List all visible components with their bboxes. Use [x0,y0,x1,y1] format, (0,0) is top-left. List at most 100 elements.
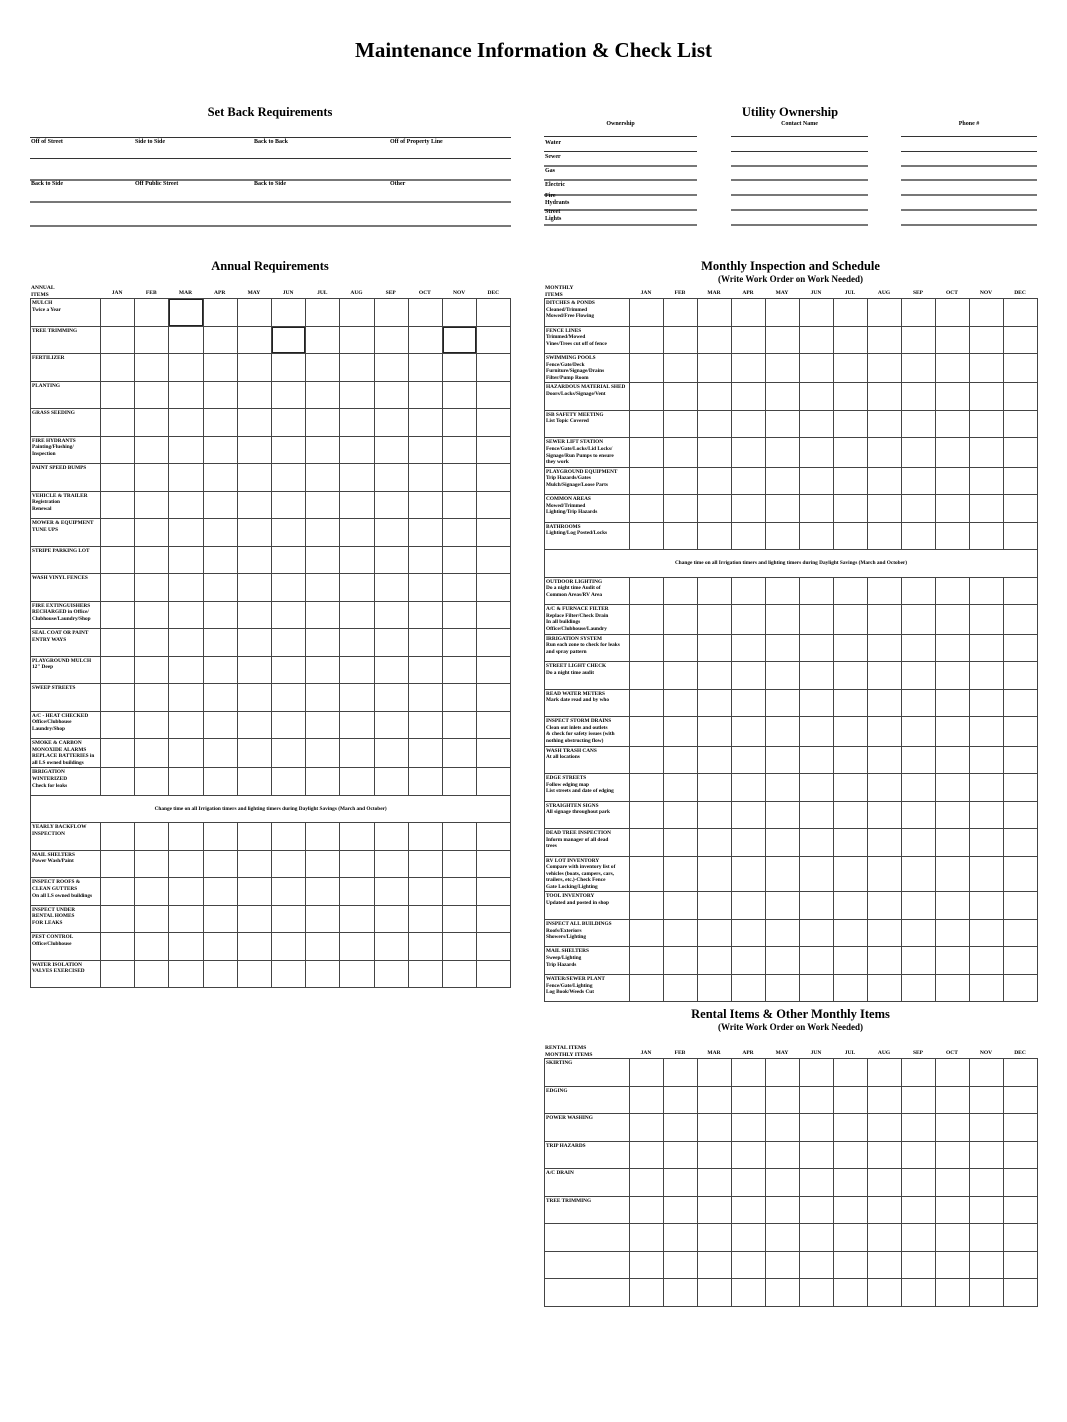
check-cell-nov[interactable] [441,737,478,769]
check-cell-jun[interactable] [799,828,834,857]
check-cell-jul[interactable] [833,716,868,747]
check-cell-apr[interactable] [202,380,238,409]
check-cell-jul[interactable] [833,325,868,354]
check-cell-mar[interactable] [697,1250,732,1279]
check-cell-dec[interactable] [476,463,512,492]
check-cell-may[interactable] [765,973,800,1003]
check-cell-nov[interactable] [441,959,478,989]
utility-field-line[interactable] [544,179,697,181]
check-cell-nov[interactable] [969,661,1004,690]
check-cell-oct[interactable] [407,737,443,769]
check-cell-dec[interactable] [476,600,512,629]
check-cell-apr[interactable] [731,604,766,635]
check-cell-mar[interactable] [168,904,204,934]
check-cell-jan[interactable] [629,828,664,857]
check-cell-mar[interactable] [697,1195,732,1224]
check-cell-sep[interactable] [373,435,409,464]
check-cell-nov[interactable] [969,946,1004,975]
check-cell-feb[interactable] [134,822,170,851]
check-cell-aug[interactable] [867,828,902,857]
check-cell-apr[interactable] [202,490,238,519]
check-cell-aug[interactable] [339,325,375,354]
check-cell-dec[interactable] [1003,409,1038,439]
check-cell-apr[interactable] [731,973,766,1003]
check-cell-jan[interactable] [629,409,664,439]
check-cell-may[interactable] [765,688,800,718]
check-cell-mar[interactable] [697,918,732,948]
check-cell-feb[interactable] [663,1140,698,1169]
check-cell-feb[interactable] [134,490,170,519]
check-cell-dec[interactable] [1003,352,1038,384]
check-cell-aug[interactable] [339,767,375,796]
check-cell-jan[interactable] [99,959,136,989]
check-cell-nov[interactable] [969,494,1004,523]
check-cell-dec[interactable] [1003,1085,1038,1114]
setback-field-line[interactable] [30,201,511,203]
check-cell-nov[interactable] [441,408,478,437]
check-cell-dec[interactable] [1003,1195,1038,1224]
check-cell-jul[interactable] [833,1085,868,1114]
check-cell-feb[interactable] [134,737,170,769]
check-cell-oct[interactable] [935,604,970,635]
check-cell-feb[interactable] [134,683,170,712]
check-cell-oct[interactable] [935,855,970,893]
check-cell-nov[interactable] [441,683,478,712]
check-cell-feb[interactable] [134,545,170,574]
check-cell-jun[interactable] [799,855,834,893]
check-cell-may[interactable] [236,380,272,409]
check-cell-apr[interactable] [202,573,238,602]
check-cell-feb[interactable] [134,849,170,879]
check-cell-nov[interactable] [969,773,1004,802]
check-cell-jul[interactable] [833,494,868,523]
check-cell-apr[interactable] [202,435,238,464]
check-cell-feb[interactable] [663,946,698,975]
check-cell-feb[interactable] [663,973,698,1003]
check-cell-may[interactable] [765,521,800,551]
check-cell-sep[interactable] [373,767,409,796]
check-cell-dec[interactable] [476,822,512,851]
check-cell-may[interactable] [765,1168,800,1197]
check-cell-mar[interactable] [168,655,204,684]
check-cell-oct[interactable] [407,932,443,961]
check-cell-nov[interactable] [969,745,1004,774]
check-cell-feb[interactable] [663,633,698,663]
check-cell-jun[interactable] [270,600,307,629]
check-cell-mar[interactable] [168,408,204,437]
check-cell-feb[interactable] [663,1085,698,1114]
check-cell-mar[interactable] [697,828,732,857]
check-cell-mar[interactable] [168,435,204,464]
check-cell-oct[interactable] [407,600,443,629]
check-cell-may[interactable] [236,849,272,879]
check-cell-aug[interactable] [867,466,902,496]
check-cell-jun[interactable] [799,494,834,523]
check-cell-jun[interactable] [799,325,834,354]
check-cell-apr[interactable] [202,904,238,934]
check-cell-apr[interactable] [202,877,238,906]
utility-field-line[interactable] [731,179,868,181]
check-cell-jan[interactable] [99,463,136,492]
check-cell-sep[interactable] [901,1278,936,1307]
check-cell-aug[interactable] [339,573,375,602]
check-cell-may[interactable] [236,408,272,437]
check-cell-sep[interactable] [901,521,936,551]
check-cell-oct[interactable] [407,904,443,934]
check-cell-may[interactable] [765,1085,800,1114]
check-cell-jul[interactable] [305,959,341,989]
check-cell-feb[interactable] [134,877,170,906]
check-cell-aug[interactable] [339,298,375,327]
check-cell-oct[interactable] [935,1250,970,1279]
check-cell-mar[interactable] [697,661,732,690]
check-cell-nov[interactable] [441,325,478,354]
check-cell-jun[interactable] [799,716,834,747]
check-cell-may[interactable] [765,1058,800,1087]
check-cell-aug[interactable] [867,1195,902,1224]
check-cell-jan[interactable] [99,435,136,464]
check-cell-dec[interactable] [1003,1140,1038,1169]
check-cell-jul[interactable] [833,946,868,975]
check-cell-jun[interactable] [270,904,307,934]
check-cell-oct[interactable] [935,494,970,523]
check-cell-nov[interactable] [969,1195,1004,1224]
check-cell-jul[interactable] [833,918,868,948]
check-cell-jun[interactable] [799,661,834,690]
utility-field-line[interactable] [901,224,1037,226]
